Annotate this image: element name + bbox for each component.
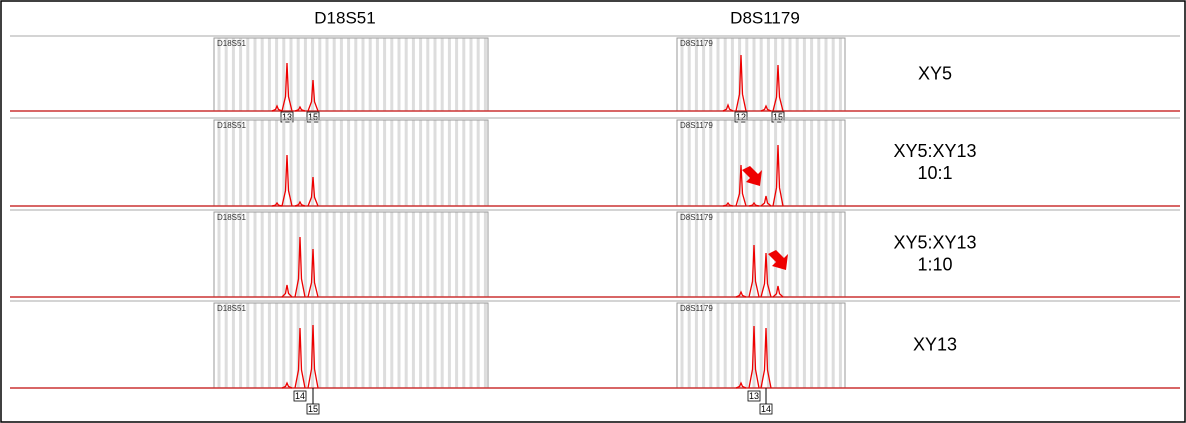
allele-label: 15 — [308, 404, 318, 414]
allele-label: 12 — [736, 112, 746, 122]
panel-label: D8S1179 — [680, 121, 713, 130]
sample-label: XY13 — [913, 334, 957, 354]
allele-label: 14 — [761, 404, 771, 414]
allele-box — [759, 403, 773, 415]
allele-box — [771, 111, 785, 123]
sample-label: 10:1 — [917, 163, 952, 183]
column-header: D18S51 — [314, 8, 375, 27]
column-header: D8S1179 — [730, 8, 800, 27]
allele-label: 14 — [295, 391, 305, 401]
allele-label: 15 — [773, 112, 783, 122]
sample-label: XY5:XY13 — [893, 232, 976, 252]
allele-box — [747, 390, 761, 402]
peak-trace — [281, 324, 772, 389]
panel-label: D8S1179 — [680, 39, 713, 48]
panel-label: D8S1179 — [680, 213, 713, 222]
allele-label: 15 — [308, 112, 318, 122]
panel-label: D18S51 — [217, 304, 246, 313]
allele-box — [306, 403, 320, 415]
panel-label: D18S51 — [217, 213, 246, 222]
peak-trace — [281, 236, 784, 298]
peak-trace — [271, 144, 784, 207]
allele-label: 13 — [749, 391, 759, 401]
allele-box — [280, 111, 294, 123]
sample-label: 1:10 — [917, 254, 952, 274]
allele-box — [293, 390, 307, 402]
arrow — [742, 166, 762, 186]
allele-label: 13 — [282, 112, 292, 122]
arrow — [768, 250, 788, 270]
panel-label: D18S51 — [217, 121, 246, 130]
panel-label: D18S51 — [217, 39, 246, 48]
sample-label: XY5 — [918, 63, 952, 83]
sample-label: XY5:XY13 — [893, 141, 976, 161]
peak-trace — [271, 54, 784, 112]
panel-label: D8S1179 — [680, 304, 713, 313]
